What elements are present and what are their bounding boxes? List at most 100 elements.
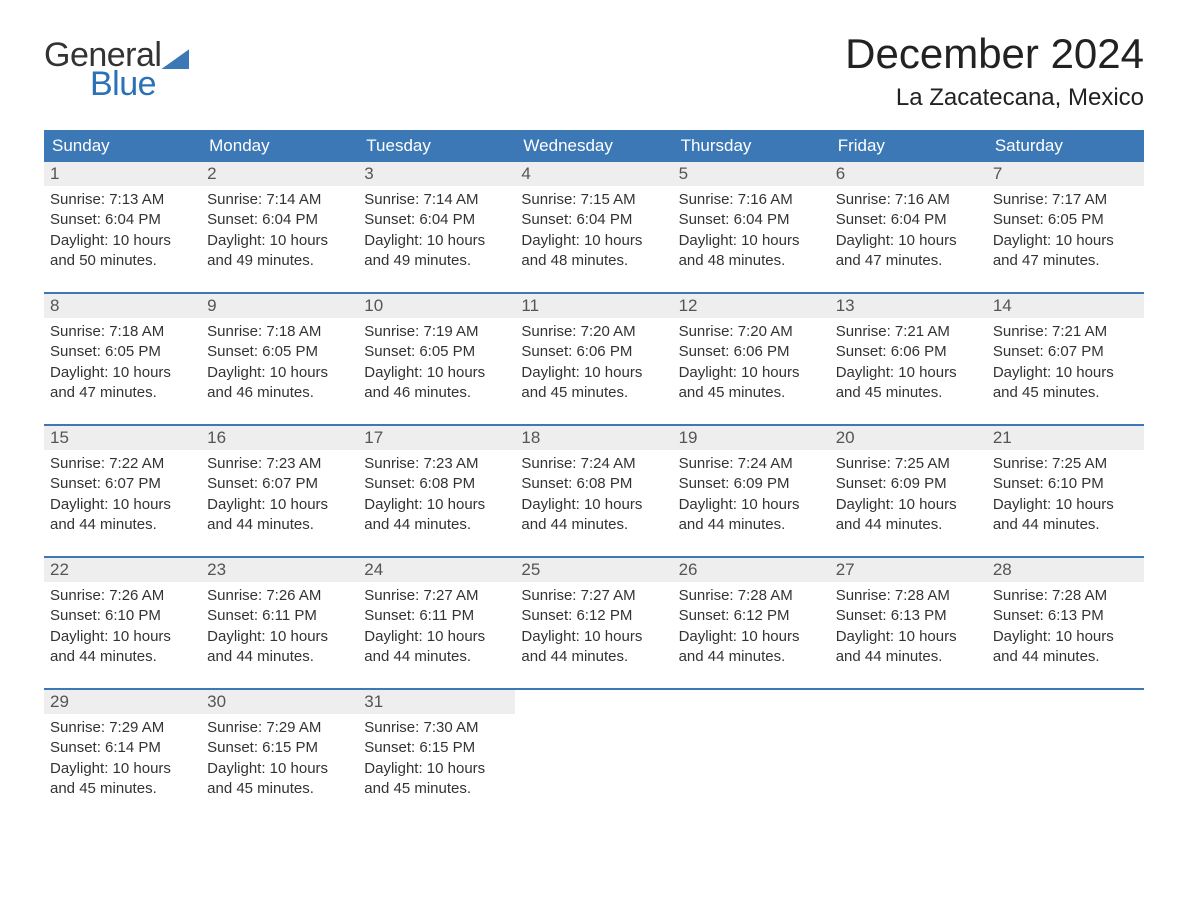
- day-cell: 17Sunrise: 7:23 AMSunset: 6:08 PMDayligh…: [358, 426, 515, 546]
- day-number: 7: [987, 162, 1144, 186]
- day-line-d2: and 48 minutes.: [521, 251, 666, 271]
- day-line-d2: and 44 minutes.: [364, 647, 509, 667]
- day-number-row: 18: [515, 426, 672, 450]
- day-number: 20: [830, 426, 987, 450]
- day-cell: 12Sunrise: 7:20 AMSunset: 6:06 PMDayligh…: [673, 294, 830, 414]
- day-line-sr: Sunrise: 7:14 AM: [364, 190, 509, 210]
- day-number: 1: [44, 162, 201, 186]
- day-line-ss: Sunset: 6:13 PM: [993, 606, 1138, 626]
- day-number-row: [830, 690, 987, 694]
- day-cell: 3 Sunrise: 7:14 AMSunset: 6:04 PMDaylight…: [358, 162, 515, 282]
- dayhead-sat: Saturday: [987, 130, 1144, 162]
- day-number-row: [515, 690, 672, 694]
- day-line-ss: Sunset: 6:05 PM: [993, 210, 1138, 230]
- day-details: Sunrise: 7:25 AMSunset: 6:10 PMDaylight:…: [987, 450, 1144, 535]
- day-number-row: [673, 690, 830, 694]
- day-line-sr: Sunrise: 7:17 AM: [993, 190, 1138, 210]
- day-cell: 19Sunrise: 7:24 AMSunset: 6:09 PMDayligh…: [673, 426, 830, 546]
- day-number-row: 21: [987, 426, 1144, 450]
- day-number-row: 4: [515, 162, 672, 186]
- day-header-row: Sunday Monday Tuesday Wednesday Thursday…: [44, 130, 1144, 162]
- week-row: 22Sunrise: 7:26 AMSunset: 6:10 PMDayligh…: [44, 556, 1144, 678]
- day-number: 26: [673, 558, 830, 582]
- day-line-d1: Daylight: 10 hours: [836, 363, 981, 383]
- day-line-sr: Sunrise: 7:30 AM: [364, 718, 509, 738]
- calendar: Sunday Monday Tuesday Wednesday Thursday…: [44, 130, 1144, 810]
- day-cell: 16Sunrise: 7:23 AMSunset: 6:07 PMDayligh…: [201, 426, 358, 546]
- day-line-sr: Sunrise: 7:25 AM: [993, 454, 1138, 474]
- day-number-row: 24: [358, 558, 515, 582]
- day-line-d2: and 44 minutes.: [679, 515, 824, 535]
- day-cell: 23Sunrise: 7:26 AMSunset: 6:11 PMDayligh…: [201, 558, 358, 678]
- day-line-d2: and 44 minutes.: [993, 647, 1138, 667]
- day-line-sr: Sunrise: 7:27 AM: [521, 586, 666, 606]
- dayhead-thu: Thursday: [673, 130, 830, 162]
- title-block: December 2024 La Zacatecana, Mexico: [845, 30, 1144, 112]
- day-line-sr: Sunrise: 7:23 AM: [364, 454, 509, 474]
- day-number: 3: [358, 162, 515, 186]
- day-line-d2: and 50 minutes.: [50, 251, 195, 271]
- day-number: 15: [44, 426, 201, 450]
- day-number-row: 22: [44, 558, 201, 582]
- day-number-row: 9: [201, 294, 358, 318]
- day-line-sr: Sunrise: 7:20 AM: [521, 322, 666, 342]
- day-line-ss: Sunset: 6:11 PM: [364, 606, 509, 626]
- day-line-sr: Sunrise: 7:29 AM: [50, 718, 195, 738]
- week-row: 15Sunrise: 7:22 AMSunset: 6:07 PMDayligh…: [44, 424, 1144, 546]
- day-line-ss: Sunset: 6:04 PM: [679, 210, 824, 230]
- day-details: Sunrise: 7:13 AMSunset: 6:04 PMDaylight:…: [44, 186, 201, 271]
- day-line-sr: Sunrise: 7:24 AM: [521, 454, 666, 474]
- day-line-ss: Sunset: 6:06 PM: [521, 342, 666, 362]
- day-line-d2: and 44 minutes.: [207, 515, 352, 535]
- day-line-ss: Sunset: 6:05 PM: [50, 342, 195, 362]
- day-details: Sunrise: 7:21 AMSunset: 6:07 PMDaylight:…: [987, 318, 1144, 403]
- day-cell: 15Sunrise: 7:22 AMSunset: 6:07 PMDayligh…: [44, 426, 201, 546]
- day-line-d1: Daylight: 10 hours: [207, 495, 352, 515]
- day-line-d1: Daylight: 10 hours: [993, 627, 1138, 647]
- day-cell: [830, 690, 987, 810]
- day-details: Sunrise: 7:20 AMSunset: 6:06 PMDaylight:…: [515, 318, 672, 403]
- day-details: Sunrise: 7:26 AMSunset: 6:10 PMDaylight:…: [44, 582, 201, 667]
- day-number-row: 11: [515, 294, 672, 318]
- day-cell: 29Sunrise: 7:29 AMSunset: 6:14 PMDayligh…: [44, 690, 201, 810]
- location-text: La Zacatecana, Mexico: [845, 84, 1144, 112]
- day-cell: 10Sunrise: 7:19 AMSunset: 6:05 PMDayligh…: [358, 294, 515, 414]
- logo-text-blue: Blue: [90, 65, 189, 104]
- day-line-d2: and 44 minutes.: [50, 515, 195, 535]
- day-line-ss: Sunset: 6:04 PM: [364, 210, 509, 230]
- day-cell: 5Sunrise: 7:16 AMSunset: 6:04 PMDaylight…: [673, 162, 830, 282]
- day-line-sr: Sunrise: 7:22 AM: [50, 454, 195, 474]
- day-line-d2: and 49 minutes.: [207, 251, 352, 271]
- day-details: Sunrise: 7:28 AMSunset: 6:13 PMDaylight:…: [987, 582, 1144, 667]
- day-line-d1: Daylight: 10 hours: [679, 495, 824, 515]
- day-line-d2: and 45 minutes.: [521, 383, 666, 403]
- day-cell: 8Sunrise: 7:18 AMSunset: 6:05 PMDaylight…: [44, 294, 201, 414]
- day-line-d2: and 47 minutes.: [993, 251, 1138, 271]
- day-line-ss: Sunset: 6:15 PM: [364, 738, 509, 758]
- day-number-row: 14: [987, 294, 1144, 318]
- day-line-d1: Daylight: 10 hours: [364, 627, 509, 647]
- day-details: Sunrise: 7:24 AMSunset: 6:08 PMDaylight:…: [515, 450, 672, 535]
- day-number-row: 6: [830, 162, 987, 186]
- day-line-d1: Daylight: 10 hours: [364, 231, 509, 251]
- day-number: 21: [987, 426, 1144, 450]
- day-line-d1: Daylight: 10 hours: [521, 231, 666, 251]
- day-cell: 14Sunrise: 7:21 AMSunset: 6:07 PMDayligh…: [987, 294, 1144, 414]
- dayhead-wed: Wednesday: [515, 130, 672, 162]
- day-line-ss: Sunset: 6:06 PM: [679, 342, 824, 362]
- day-number: 6: [830, 162, 987, 186]
- day-line-d1: Daylight: 10 hours: [50, 231, 195, 251]
- day-line-ss: Sunset: 6:07 PM: [207, 474, 352, 494]
- day-details: Sunrise: 7:22 AMSunset: 6:07 PMDaylight:…: [44, 450, 201, 535]
- day-number: 30: [201, 690, 358, 714]
- day-number-row: 30: [201, 690, 358, 714]
- day-line-ss: Sunset: 6:14 PM: [50, 738, 195, 758]
- day-cell: 31Sunrise: 7:30 AMSunset: 6:15 PMDayligh…: [358, 690, 515, 810]
- day-details: Sunrise: 7:20 AMSunset: 6:06 PMDaylight:…: [673, 318, 830, 403]
- day-number: 12: [673, 294, 830, 318]
- day-number: 10: [358, 294, 515, 318]
- day-line-d1: Daylight: 10 hours: [521, 363, 666, 383]
- day-number: 19: [673, 426, 830, 450]
- day-cell: 7Sunrise: 7:17 AMSunset: 6:05 PMDaylight…: [987, 162, 1144, 282]
- day-line-sr: Sunrise: 7:20 AM: [679, 322, 824, 342]
